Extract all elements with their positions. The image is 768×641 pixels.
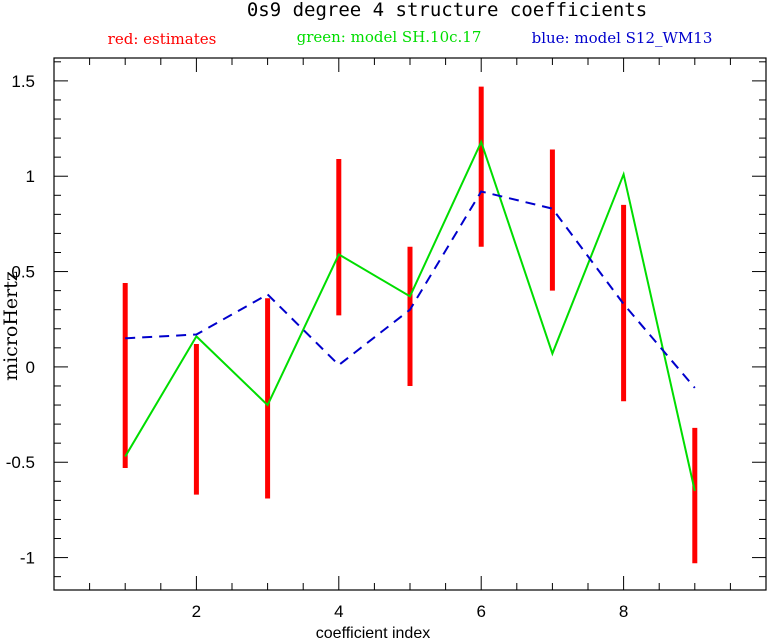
y-tick-label: 1: [26, 167, 35, 186]
legend-entry-sh10c17: green: model SH.10c.17: [297, 28, 482, 46]
y-tick-label: 0.5: [11, 263, 35, 282]
y-tick-label: -1: [20, 549, 35, 568]
legend-entry-estimates: red: estimates: [108, 30, 217, 48]
x-tick-label: 6: [476, 602, 485, 621]
series-line-s12wm13: [125, 190, 696, 389]
legend-entry-s12wm13: blue: model S12_WM13: [532, 29, 713, 47]
x-axis-label: coefficient index: [316, 625, 430, 641]
series-line-sh10c17: [124, 139, 696, 492]
x-tick-label: 8: [619, 602, 628, 621]
y-tick-label: -0.5: [6, 453, 35, 472]
y-axis-label: microHertz: [0, 271, 22, 381]
chart-title: 0s9 degree 4 structure coefficients: [247, 0, 647, 21]
x-tick-label: 4: [334, 602, 343, 621]
x-tick-label: 2: [192, 602, 201, 621]
plot-area: 2 4 6 8 -1 -0.5 0 0.5 1 1.5: [6, 57, 767, 621]
y-tick-label: 0: [26, 358, 35, 377]
y-tick-label: 1.5: [11, 72, 35, 91]
